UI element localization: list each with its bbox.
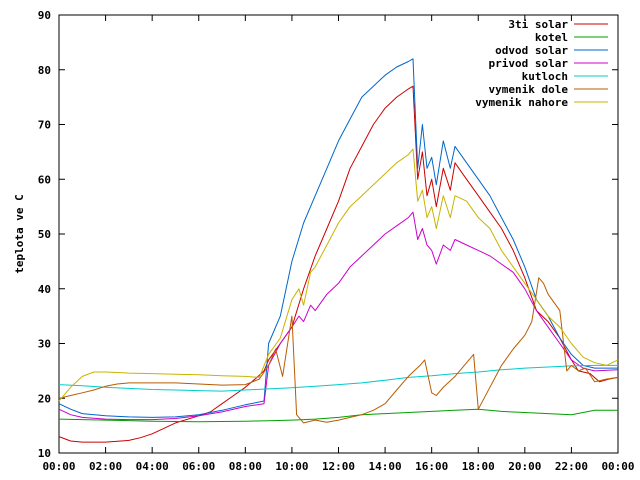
legend-label: vymenik nahore: [475, 96, 568, 109]
y-tick-label: 80: [38, 64, 51, 77]
y-tick-label: 40: [38, 283, 51, 296]
ticks-layer: 10 20 30 40 50 60 70 80 90 00:00 02:00 04:00 06:00 08…: [38, 9, 635, 473]
y-tick-label: 70: [38, 119, 51, 132]
x-tick-label: 10:00: [275, 460, 308, 473]
x-tick-label: 18:00: [462, 460, 495, 473]
series-line-kutloch: [58, 364, 618, 392]
y-tick-label: 50: [38, 228, 51, 241]
x-tick-label: 08:00: [229, 460, 262, 473]
legend-label: odvod solar: [495, 44, 568, 57]
x-tick-label: 00:00: [601, 460, 634, 473]
x-tick-label: 22:00: [555, 460, 588, 473]
legend-label: vymenik dole: [489, 83, 569, 96]
x-tick-label: 00:00: [42, 460, 75, 473]
x-tick-label: 14:00: [369, 460, 402, 473]
x-tick-label: 04:00: [136, 460, 169, 473]
x-tick-label: 20:00: [508, 460, 541, 473]
x-tick-label: 16:00: [415, 460, 448, 473]
legend-label: kutloch: [522, 70, 568, 83]
series-layer: [58, 58, 619, 443]
y-tick-label: 60: [38, 173, 51, 186]
y-axis-label: teplota ve C: [13, 194, 26, 273]
legend-label: privod solar: [489, 57, 569, 70]
y-tick-label: 20: [38, 392, 51, 405]
series-line-vymenik-nahore: [58, 148, 619, 402]
y-tick-label: 10: [38, 447, 51, 460]
x-tick-label: 06:00: [182, 460, 215, 473]
series-line-vymenik-dole: [58, 277, 619, 424]
legend-label: 3ti solar: [508, 18, 568, 31]
x-tick-label: 02:00: [89, 460, 122, 473]
series-line-kotel: [58, 408, 618, 423]
series-line-privod-solar: [58, 211, 619, 421]
x-tick-label: 12:00: [322, 460, 355, 473]
legend-label: kotel: [535, 31, 568, 44]
y-tick-label: 90: [38, 9, 51, 22]
y-tick-label: 30: [38, 338, 51, 351]
series-line-odvod-solar: [58, 58, 618, 418]
